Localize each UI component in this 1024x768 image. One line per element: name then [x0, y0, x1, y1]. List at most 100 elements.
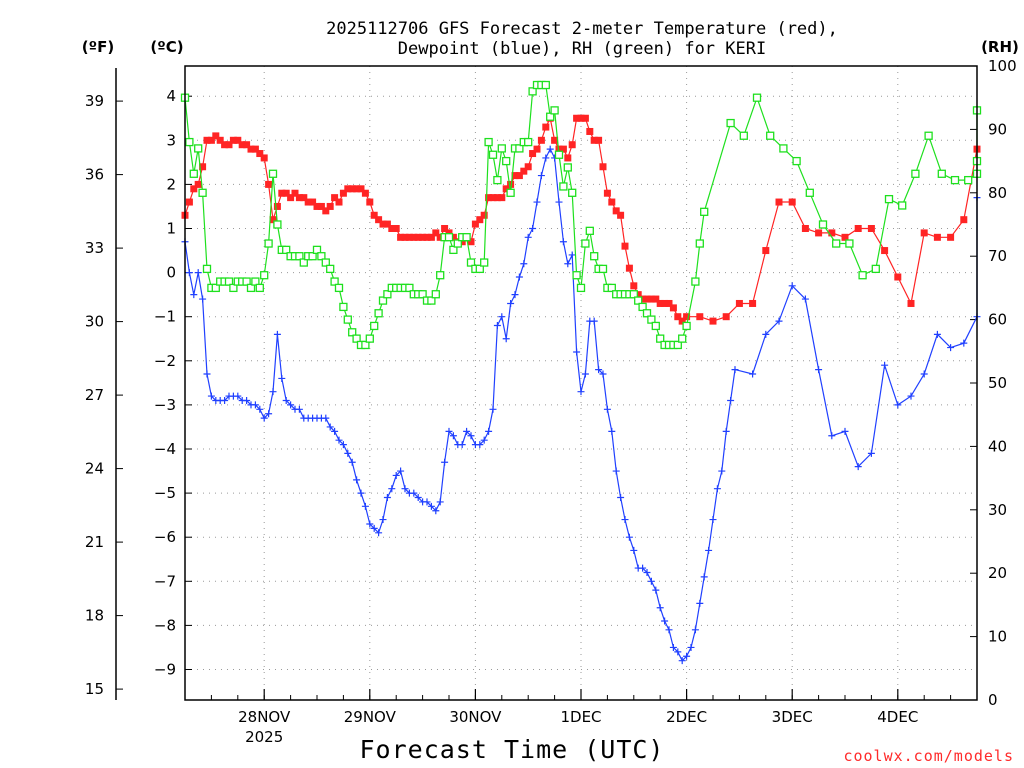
- temperature-point: [656, 299, 664, 307]
- temperature-point: [221, 141, 229, 149]
- rh-point: [598, 264, 608, 274]
- dewpoint-point: [555, 198, 563, 206]
- temperature-point: [489, 194, 497, 202]
- dewpoint-point: [375, 529, 383, 537]
- dewpoint-point: [894, 401, 902, 409]
- rh-point: [572, 271, 581, 280]
- rh-point: [343, 315, 352, 324]
- dewpoint-point: [727, 396, 735, 404]
- dewpoint-point: [427, 502, 435, 510]
- fahrenheit-tick-label: 39: [85, 92, 104, 110]
- rh-point: [352, 334, 361, 343]
- dewpoint-point: [366, 520, 374, 528]
- temperature-point: [590, 136, 598, 144]
- rh-point: [541, 80, 550, 90]
- dewpoint-point: [199, 295, 207, 303]
- dewpoint-point: [498, 313, 506, 321]
- dewpoint-point: [749, 370, 757, 378]
- dewpoint-point: [867, 449, 875, 457]
- dewpoint-point: [828, 432, 836, 440]
- temperature-point: [441, 225, 449, 232]
- dewpoint-point: [436, 498, 444, 506]
- dewpoint-point: [564, 260, 572, 268]
- dewpoint-point: [568, 251, 576, 259]
- x-tick-label: 4DEC: [877, 708, 918, 726]
- temperature-point: [920, 229, 928, 237]
- rh-point: [858, 271, 867, 280]
- rh-point: [185, 137, 194, 147]
- dewpoint-point: [621, 516, 629, 524]
- temperature-point: [410, 233, 418, 241]
- dewpoint-point: [414, 494, 422, 502]
- celsius-tick-label: 3: [166, 131, 176, 149]
- temperature-point: [344, 185, 352, 193]
- rh-point: [370, 321, 379, 331]
- rh-point: [480, 258, 489, 267]
- series-layer: [180, 80, 982, 665]
- dewpoint-point: [251, 401, 259, 409]
- temperature-point: [471, 220, 479, 228]
- temperature-point: [674, 313, 682, 321]
- dewpoint-point: [515, 273, 523, 281]
- temperature-point: [625, 264, 633, 272]
- rh-point: [198, 188, 207, 197]
- fahrenheit-tick-label: 15: [85, 680, 104, 698]
- rh-point: [361, 340, 370, 350]
- temperature-point: [661, 299, 669, 307]
- temperature-point: [608, 198, 616, 206]
- temperature-point: [669, 304, 677, 312]
- celsius-tick-label: −8: [154, 616, 176, 634]
- rh-point: [832, 239, 841, 248]
- temperature-point: [643, 295, 651, 303]
- rh-point: [405, 283, 414, 293]
- temperature-point: [348, 185, 356, 193]
- dewpoint-point: [265, 410, 273, 418]
- temperature-point: [207, 136, 215, 144]
- temperature-point: [366, 198, 374, 206]
- rh-tick-label: 70: [988, 247, 1007, 265]
- dewpoint-point: [243, 396, 251, 404]
- temperature-point: [749, 299, 757, 307]
- celsius-tick-label: 1: [166, 220, 176, 238]
- rh-point: [475, 264, 484, 274]
- temperature-point: [436, 233, 444, 241]
- rh-point: [898, 201, 907, 210]
- temperature-point: [291, 189, 299, 197]
- temperature-point: [199, 163, 207, 171]
- x-tick-label: 30NOV: [449, 708, 502, 726]
- dewpoint-point: [841, 427, 849, 435]
- temperature-point: [317, 202, 325, 210]
- temperature-point: [432, 229, 440, 237]
- rh-point: [317, 252, 326, 261]
- temperature-point: [696, 313, 704, 321]
- rh-tick-label: 80: [988, 184, 1007, 202]
- rh-point: [211, 283, 220, 293]
- rh-point: [678, 334, 687, 343]
- dewpoint-point: [331, 427, 339, 435]
- temperature-point: [445, 229, 453, 237]
- dewpoint-point: [445, 427, 453, 435]
- rh-point: [911, 169, 920, 178]
- rh-point: [339, 302, 348, 312]
- rh-point: [251, 277, 260, 286]
- rh-point: [383, 290, 392, 299]
- rh-point: [484, 137, 493, 147]
- dewpoint-point: [960, 339, 968, 347]
- dewpoint-point: [190, 291, 198, 299]
- temperature-point: [256, 150, 264, 158]
- temperature-point: [185, 198, 193, 206]
- dewpoint-point: [612, 467, 620, 475]
- rh-point: [374, 309, 383, 318]
- rh-tick-label: 40: [988, 437, 1007, 455]
- rh-point: [260, 271, 269, 280]
- temperature-point: [502, 185, 510, 193]
- temperature-point: [577, 114, 585, 122]
- temperature-point: [427, 233, 435, 241]
- dewpoint-point: [463, 427, 471, 435]
- celsius-tick-label: −2: [154, 352, 176, 370]
- celsius-tick-label: −4: [154, 440, 176, 458]
- temperature-point: [621, 242, 629, 250]
- temperature-point: [326, 202, 334, 210]
- temperature-point: [881, 247, 889, 255]
